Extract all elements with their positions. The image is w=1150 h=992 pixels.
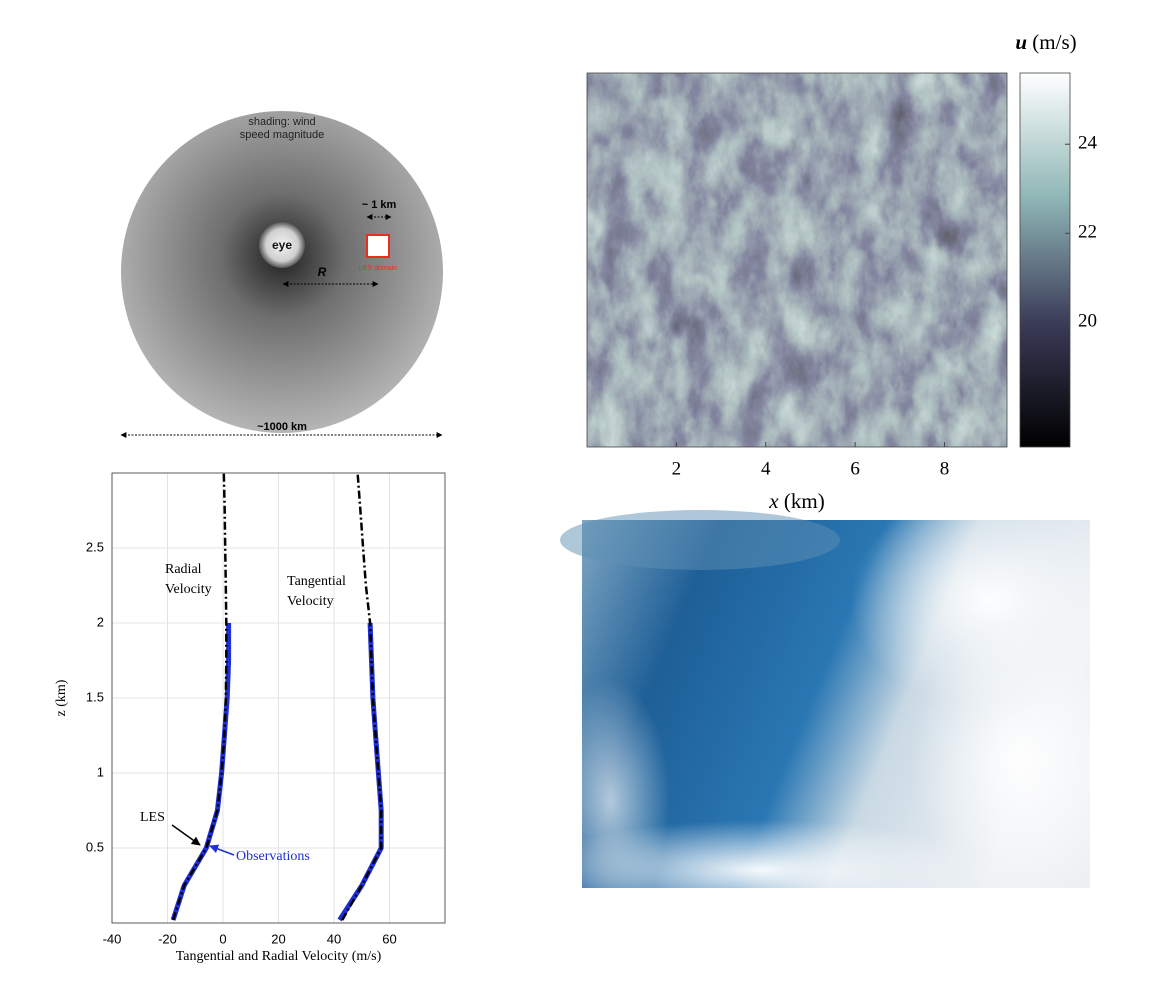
domain-size: ~ 1 km	[362, 199, 397, 211]
annotation: Velocity	[287, 594, 334, 609]
colorbar-tick-label: 20	[1078, 311, 1097, 332]
cloud	[910, 620, 1130, 900]
x-axis-symbol: x	[768, 489, 779, 513]
y-tick-label: 0.5	[86, 839, 104, 854]
x-tick-label: 2	[672, 458, 682, 479]
annotation: Radial	[165, 562, 202, 577]
plot-frame	[111, 472, 446, 924]
annotation-arrow	[171, 824, 201, 846]
eye-disk	[259, 222, 305, 268]
x-axis-label: Tangential and Radial Velocity (m/s)	[176, 949, 382, 964]
x-axis-unit: (km)	[784, 489, 825, 513]
cloud	[560, 510, 840, 570]
colorbar	[1019, 72, 1071, 448]
x-tick-label: 0	[219, 931, 226, 946]
x-tick-label: 8	[940, 458, 950, 479]
diagram: shading: wind speed magnitude eye ~ 1 km…	[120, 111, 443, 438]
plot-frame	[586, 72, 1008, 448]
les-domain-label: LES domain	[359, 265, 397, 272]
annotation: LES	[140, 810, 165, 825]
annotation: Velocity	[165, 582, 212, 597]
les-box	[366, 234, 390, 258]
satellite-photo	[530, 490, 1130, 920]
y-tick-label: 2	[97, 614, 104, 629]
radius-label: R	[318, 265, 327, 279]
cloud	[550, 680, 670, 920]
series-line	[341, 472, 383, 921]
y-tick-label: 1.5	[86, 689, 104, 704]
colorbar-tick-label: 24	[1078, 133, 1098, 154]
x-tick-label: 20	[271, 931, 285, 946]
colorbar-label: u (m/s)	[1015, 30, 1076, 54]
series-line	[171, 472, 228, 921]
x-tick-label: -20	[158, 931, 177, 946]
colorbar-unit: (m/s)	[1032, 30, 1076, 54]
storm	[121, 111, 443, 433]
x-tick-label: 60	[382, 931, 396, 946]
x-axis-label: x (km)	[768, 489, 824, 513]
y-tick-label: 2.5	[86, 539, 104, 554]
storm-size: ~1000 km	[257, 421, 307, 433]
heatmap-field	[587, 73, 1007, 447]
colorbar-tick-label: 22	[1078, 222, 1097, 243]
annotation: Observations	[236, 849, 310, 864]
x-tick-label: -40	[103, 931, 122, 946]
y-tick-label: 1	[97, 764, 104, 779]
shading-label: shading: wind	[248, 116, 315, 128]
x-tick-label: 4	[761, 458, 771, 479]
annotation-arrow	[209, 844, 235, 856]
x-tick-label: 6	[850, 458, 860, 479]
eye-label: eye	[272, 238, 292, 252]
plots: -40 -20 0 20 40 60 0.5 1 1.5 2 2.5 Tangential and R…	[54, 30, 1097, 964]
colorbar-symbol: u	[1015, 30, 1027, 54]
shading-label: speed magnitude	[240, 129, 324, 141]
y-axis-label: z (km)	[54, 679, 69, 716]
x-tick-label: 40	[327, 931, 341, 946]
annotation: Tangential	[287, 574, 346, 589]
